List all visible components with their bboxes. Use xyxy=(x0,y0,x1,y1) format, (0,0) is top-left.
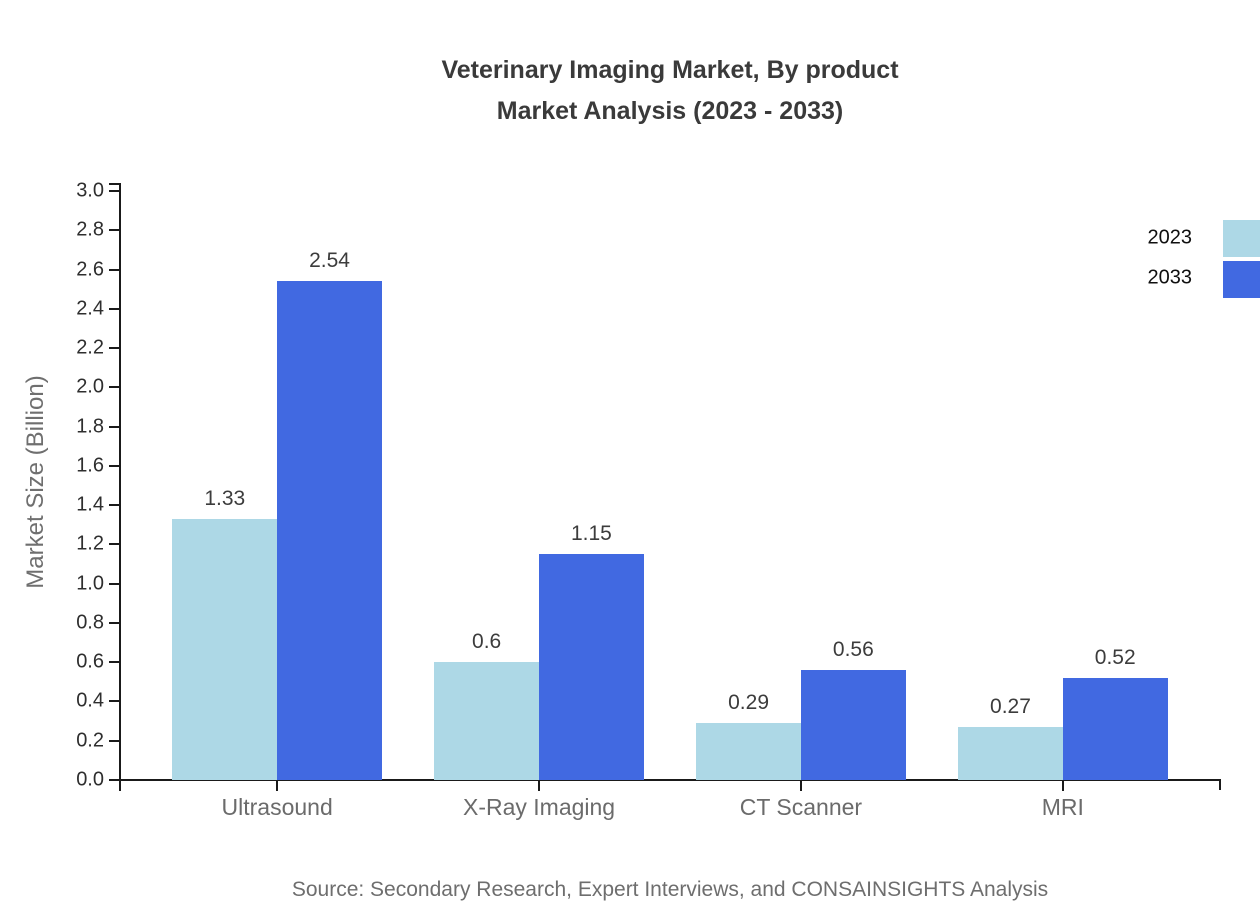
y-tick-2.8 xyxy=(109,229,119,232)
x-category-label-ultrasound: Ultrasound xyxy=(221,794,333,820)
y-tick-1.4 xyxy=(109,504,119,507)
bar-2023-x-ray-imaging xyxy=(434,662,540,780)
source-note: Source: Secondary Research, Expert Inter… xyxy=(291,878,1049,901)
x-tick-x-ray-imaging xyxy=(538,781,541,791)
y-tick-label-1.8: 1.8 xyxy=(76,415,104,438)
bar-2023-ct-scanner xyxy=(696,723,801,780)
y-tick-label-0.2: 0.2 xyxy=(76,729,104,752)
y-tick-label-2.4: 2.4 xyxy=(76,297,104,320)
legend-swatch-2023 xyxy=(1223,220,1260,257)
y-axis-spine xyxy=(119,183,121,791)
x-axis-spine xyxy=(119,779,1221,781)
chart-title-line1: Veterinary Imaging Market, By product xyxy=(441,56,899,84)
y-tick-2.6 xyxy=(109,268,119,271)
y-tick-label-0.4: 0.4 xyxy=(76,689,104,712)
y-tick-2.2 xyxy=(109,347,119,350)
y-tick-0.0 xyxy=(109,779,119,781)
y-tick-label-2.8: 2.8 xyxy=(76,218,104,241)
legend-swatch-2033 xyxy=(1223,261,1260,298)
bar-2023-ultrasound xyxy=(172,518,278,780)
y-tick-label-1.0: 1.0 xyxy=(76,572,104,595)
bar-value-2033-ct-scanner: 0.56 xyxy=(832,638,874,662)
y-tick-label-1.4: 1.4 xyxy=(76,493,104,516)
y-axis-title: Market Size (Billion) xyxy=(22,375,49,589)
y-tick-label-2.6: 2.6 xyxy=(76,258,104,281)
y-tick-label-2.0: 2.0 xyxy=(76,375,104,398)
y-tick-2.4 xyxy=(109,307,119,310)
bar-value-2023-mri: 0.27 xyxy=(990,694,1031,718)
y-tick-label-3.0: 3.0 xyxy=(76,179,104,202)
y-tick-1.8 xyxy=(109,425,119,428)
y-tick-1.2 xyxy=(109,543,119,546)
y-tick-label-0.0: 0.0 xyxy=(76,768,104,791)
y-axis-end-cap xyxy=(109,183,121,185)
x-category-label-x-ray-imaging: X-Ray Imaging xyxy=(462,794,616,820)
y-tick-0.8 xyxy=(109,621,119,624)
y-tick-label-1.2: 1.2 xyxy=(76,532,104,555)
bar-2033-ultrasound xyxy=(277,281,382,780)
y-tick-label-1.6: 1.6 xyxy=(76,454,104,477)
x-category-label-ct-scanner: CT Scanner xyxy=(739,794,863,820)
y-tick-label-2.2: 2.2 xyxy=(76,336,104,359)
y-tick-label-0.8: 0.8 xyxy=(76,611,104,634)
legend-label-2023: 2023 xyxy=(1147,226,1193,249)
chart-title-line2: Market Analysis (2023 - 2033) xyxy=(496,97,844,125)
y-tick-0.6 xyxy=(109,661,119,664)
x-tick-ct-scanner xyxy=(799,781,802,791)
bar-2033-mri xyxy=(1062,677,1168,780)
bar-2023-mri xyxy=(958,726,1063,780)
y-tick-1.6 xyxy=(109,464,119,467)
bar-value-2023-x-ray-imaging: 0.6 xyxy=(472,630,502,654)
x-category-label-mri: MRI xyxy=(1041,794,1084,820)
x-axis-end-cap xyxy=(1219,781,1221,790)
bar-2033-ct-scanner xyxy=(800,670,906,780)
y-tick-0.4 xyxy=(109,700,119,703)
x-tick-ultrasound xyxy=(276,781,279,791)
x-tick-mri xyxy=(1061,781,1064,791)
y-tick-2.0 xyxy=(109,386,119,389)
chart-title: Veterinary Imaging Market, By product Ma… xyxy=(80,50,1260,132)
y-tick-0.2 xyxy=(109,739,119,742)
y-tick-3.0 xyxy=(109,190,119,192)
bar-value-2023-ct-scanner: 0.29 xyxy=(728,691,769,715)
bar-value-2023-ultrasound: 1.33 xyxy=(204,486,246,510)
y-tick-1.0 xyxy=(109,582,119,585)
bar-value-2033-mri: 0.52 xyxy=(1094,645,1136,669)
bar-value-2033-x-ray-imaging: 1.15 xyxy=(570,522,612,546)
bar-2033-x-ray-imaging xyxy=(539,554,644,780)
bar-value-2033-ultrasound: 2.54 xyxy=(309,249,350,273)
y-tick-label-0.6: 0.6 xyxy=(76,650,104,673)
legend-label-2033: 2033 xyxy=(1147,266,1193,289)
